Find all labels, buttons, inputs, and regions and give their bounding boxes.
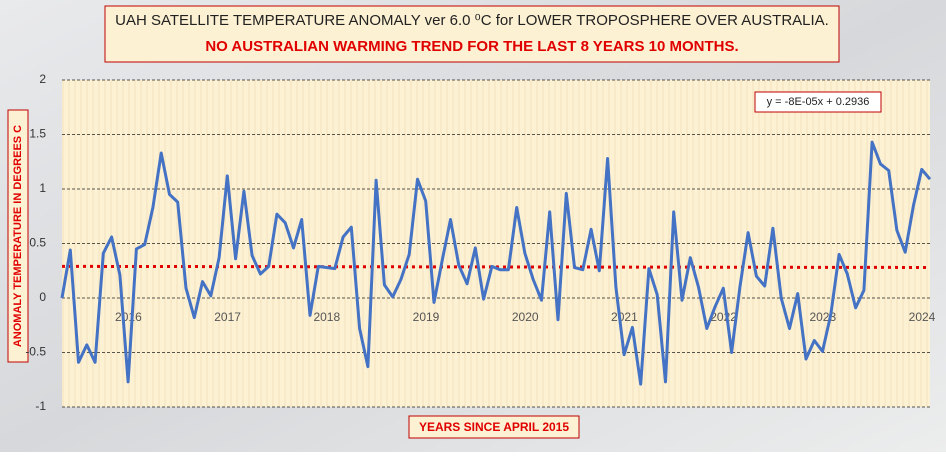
y-tick-label: 1.5	[29, 127, 46, 141]
x-tick-label: 2016	[115, 310, 142, 324]
trend-equation: y = -8E-05x + 0.2936	[767, 96, 870, 108]
x-tick-label: 2022	[710, 310, 737, 324]
y-tick-label: 1	[39, 181, 46, 195]
x-tick-label: 2024	[909, 310, 936, 324]
x-tick-label: 2021	[611, 310, 638, 324]
x-tick-label: 2019	[413, 310, 440, 324]
y-tick-label: 0	[39, 290, 46, 304]
y-axis-label: ANOMALY TEMPERATURE IN DEGREES C	[12, 125, 24, 347]
trend-equation-box	[754, 91, 882, 113]
y-tick-label: -1	[35, 399, 46, 413]
x-tick-label: 2020	[512, 310, 539, 324]
title-box	[104, 5, 840, 63]
x-label-box	[408, 415, 580, 439]
x-tick-label: 2017	[214, 310, 241, 324]
y-tick-label: 0.5	[29, 236, 46, 250]
y-tick-label: -0.5	[25, 345, 46, 359]
plot-area	[62, 80, 930, 407]
y-label-box	[7, 109, 29, 363]
x-tick-label: 2018	[313, 310, 340, 324]
chart-title: UAH SATELLITE TEMPERATURE ANOMALY ver 6.…	[115, 12, 829, 29]
data-line	[60, 140, 932, 386]
x-axis-label: YEARS SINCE APRIL 2015	[419, 420, 569, 434]
chart-subtitle: NO AUSTRALIAN WARMING TREND FOR THE LAST…	[205, 38, 738, 55]
y-tick-label: 2	[39, 72, 46, 86]
